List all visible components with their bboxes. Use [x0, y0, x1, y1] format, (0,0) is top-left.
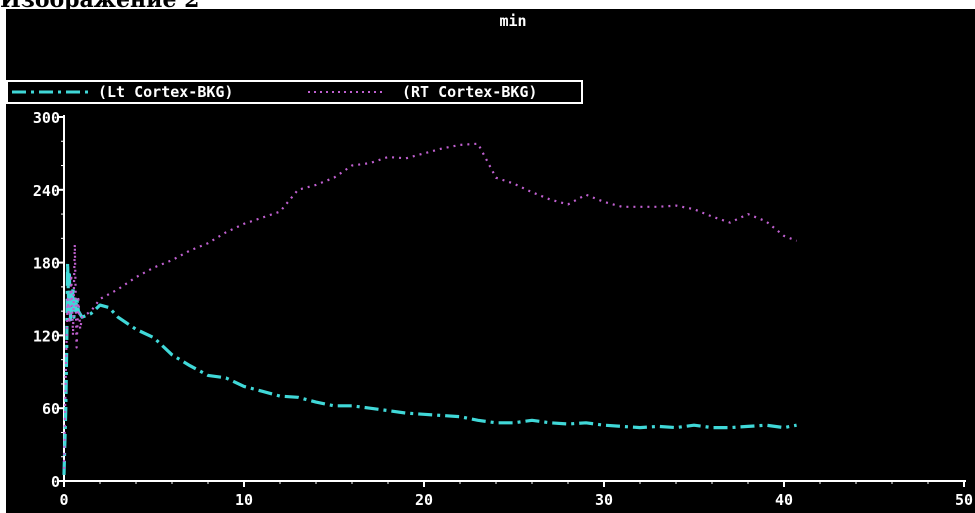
legend-label-rt-cortex: (RT Cortex-BKG) [402, 83, 537, 101]
y-tick-label: 180 [33, 255, 60, 273]
series-line-rt-cortex [62, 142, 797, 469]
x-tick-label: 50 [955, 491, 973, 509]
y-tick-label: 240 [33, 182, 60, 200]
x-axis-label: min [499, 12, 526, 30]
x-tick-label: 20 [415, 491, 433, 509]
axis-ticks: 0 60 120 180 240 300 0 10 20 30 40 50 [33, 109, 973, 509]
chart-background [6, 9, 975, 513]
y-tick-label: 300 [33, 109, 60, 127]
legend-box [6, 80, 583, 104]
legend: (Lt Cortex-BKG) (RT Cortex-BKG) [6, 80, 583, 104]
x-tick-label: 10 [235, 491, 253, 509]
y-tick-label: 0 [51, 473, 60, 491]
data-series [62, 142, 797, 475]
x-tick-label: 40 [775, 491, 793, 509]
legend-label-lt-cortex: (Lt Cortex-BKG) [98, 83, 233, 101]
figure-caption: Изображение 2 [0, 0, 200, 13]
y-tick-label: 120 [33, 327, 60, 345]
x-tick-label: 0 [59, 491, 68, 509]
x-tick-label: 30 [595, 491, 613, 509]
y-tick-label: 60 [42, 400, 60, 418]
